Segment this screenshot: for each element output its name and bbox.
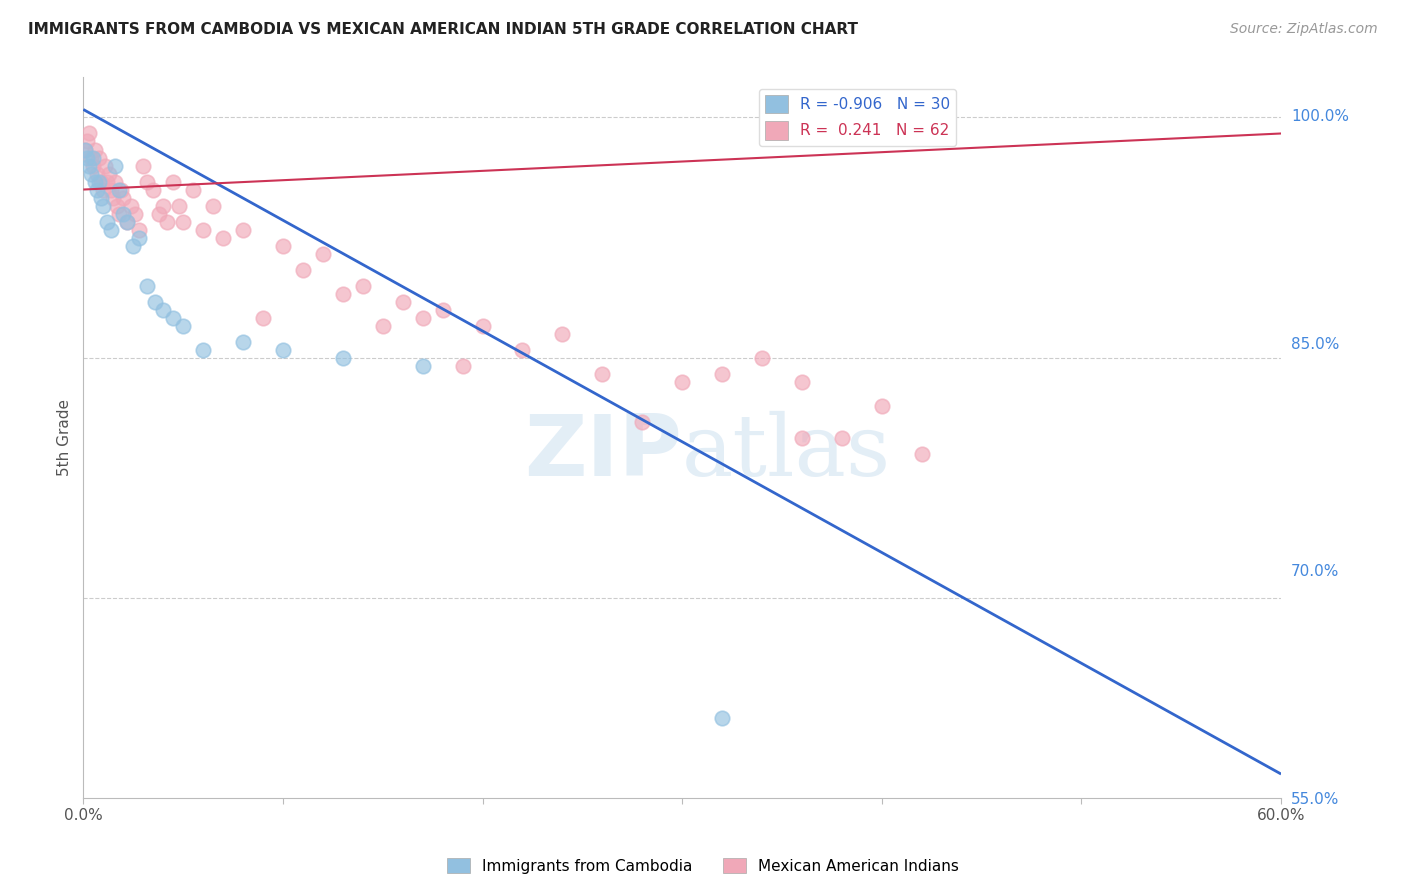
- Point: [89, 175, 111, 189]
- Point: [120, 198, 142, 212]
- Point: [202, 198, 225, 212]
- Point: [76, 135, 98, 149]
- Point: [671, 375, 693, 389]
- Point: [128, 222, 150, 236]
- Point: [172, 318, 194, 333]
- Point: [115, 214, 138, 228]
- Point: [291, 262, 314, 277]
- Point: [80, 167, 103, 181]
- Point: [136, 278, 159, 293]
- Point: [156, 214, 179, 228]
- Point: [512, 343, 534, 357]
- Point: [471, 318, 494, 333]
- Point: [112, 206, 135, 220]
- Point: [790, 375, 813, 389]
- Point: [412, 310, 434, 325]
- Point: [105, 198, 128, 212]
- Point: [191, 343, 214, 357]
- Point: [162, 310, 184, 325]
- Point: [152, 198, 174, 212]
- Point: [232, 334, 254, 349]
- Point: [551, 326, 574, 341]
- Text: atlas: atlas: [682, 410, 891, 494]
- Point: [751, 351, 773, 365]
- Text: Source: ZipAtlas.com: Source: ZipAtlas.com: [1230, 22, 1378, 37]
- Point: [451, 359, 474, 373]
- Point: [271, 343, 294, 357]
- Point: [86, 182, 108, 196]
- Point: [122, 238, 145, 252]
- Text: IMMIGRANTS FROM CAMBODIA VS MEXICAN AMERICAN INDIAN 5TH GRADE CORRELATION CHART: IMMIGRANTS FROM CAMBODIA VS MEXICAN AMER…: [28, 22, 858, 37]
- Point: [77, 159, 100, 173]
- Point: [91, 198, 114, 212]
- Point: [591, 367, 613, 381]
- Point: [232, 222, 254, 236]
- Point: [108, 182, 131, 196]
- Point: [86, 167, 108, 181]
- Point: [152, 302, 174, 317]
- Point: [91, 182, 114, 196]
- Point: [90, 175, 112, 189]
- Point: [136, 175, 159, 189]
- Point: [831, 431, 853, 445]
- Point: [191, 222, 214, 236]
- Point: [312, 246, 335, 260]
- Point: [711, 711, 734, 725]
- Point: [132, 159, 155, 173]
- Point: [75, 143, 97, 157]
- Point: [252, 310, 274, 325]
- Point: [391, 294, 413, 309]
- Point: [100, 182, 122, 196]
- Point: [96, 175, 118, 189]
- Point: [332, 286, 354, 301]
- Legend: R = -0.906   N = 30, R =  0.241   N = 62: R = -0.906 N = 30, R = 0.241 N = 62: [759, 88, 956, 145]
- Point: [870, 399, 893, 413]
- Point: [82, 151, 104, 165]
- Point: [80, 151, 103, 165]
- Point: [108, 206, 131, 220]
- Point: [98, 167, 121, 181]
- Point: [432, 302, 454, 317]
- Point: [167, 198, 190, 212]
- Point: [124, 206, 146, 220]
- Point: [110, 182, 132, 196]
- Point: [212, 230, 235, 244]
- Point: [332, 351, 354, 365]
- Point: [148, 206, 170, 220]
- Point: [271, 238, 294, 252]
- Point: [181, 182, 204, 196]
- Point: [84, 175, 107, 189]
- Point: [162, 175, 184, 189]
- Point: [790, 431, 813, 445]
- Point: [112, 190, 135, 204]
- Point: [75, 143, 97, 157]
- Point: [371, 318, 394, 333]
- Point: [172, 214, 194, 228]
- Point: [96, 214, 118, 228]
- Point: [89, 151, 111, 165]
- Point: [94, 159, 117, 173]
- Point: [103, 190, 125, 204]
- Point: [412, 359, 434, 373]
- Y-axis label: 5th Grade: 5th Grade: [58, 400, 72, 476]
- Point: [142, 182, 165, 196]
- Point: [631, 415, 654, 429]
- Point: [911, 447, 934, 461]
- Text: ZIP: ZIP: [524, 410, 682, 493]
- Point: [76, 151, 98, 165]
- Legend: Immigrants from Cambodia, Mexican American Indians: Immigrants from Cambodia, Mexican Americ…: [441, 852, 965, 880]
- Point: [100, 222, 122, 236]
- Point: [115, 214, 138, 228]
- Point: [128, 230, 150, 244]
- Point: [82, 159, 104, 173]
- Point: [143, 294, 166, 309]
- Point: [90, 190, 112, 204]
- Point: [104, 175, 127, 189]
- Point: [711, 367, 734, 381]
- Point: [352, 278, 374, 293]
- Point: [77, 127, 100, 141]
- Point: [104, 159, 127, 173]
- Point: [84, 143, 107, 157]
